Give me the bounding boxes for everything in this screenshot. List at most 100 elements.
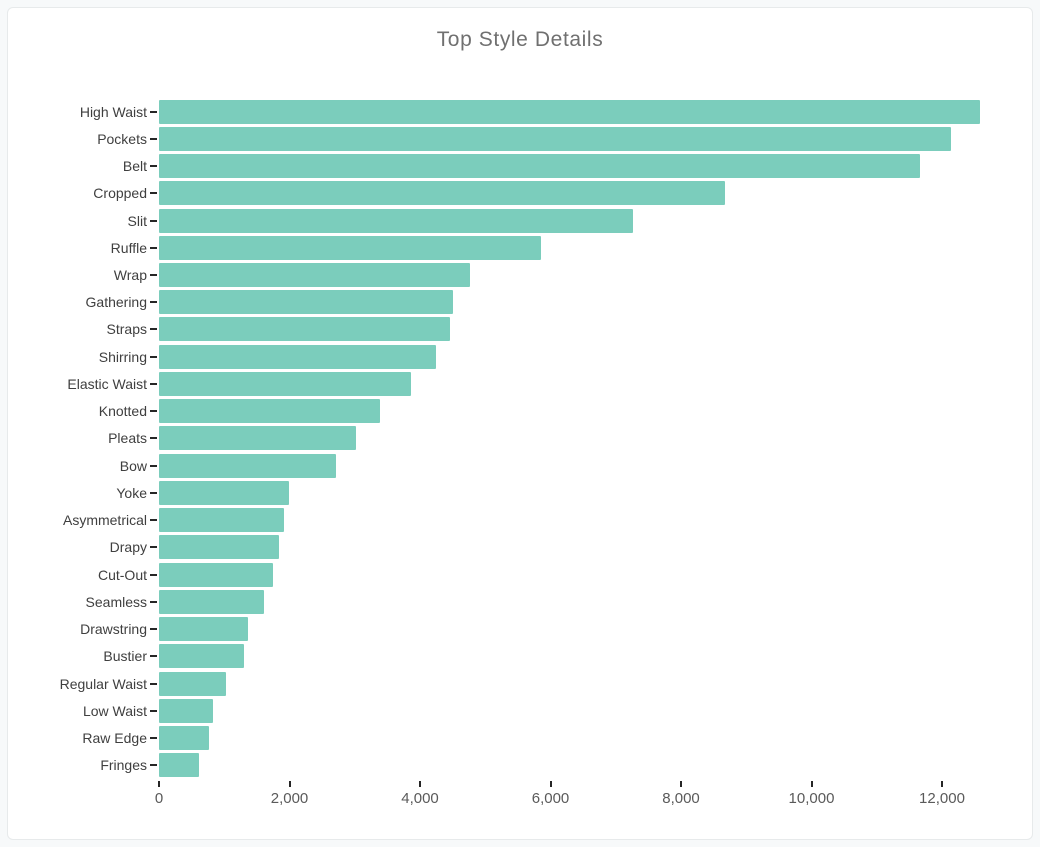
bar-pockets[interactable] — [159, 126, 952, 151]
chart-card: Top Style Details High Waist Pockets Belt C… — [7, 7, 1033, 840]
x-axis-tick-label: 8,000 — [662, 790, 700, 807]
bar-seamless[interactable] — [159, 589, 265, 614]
y-axis-label: Fringes — [100, 757, 147, 774]
y-axis-label: Regular Waist — [59, 675, 147, 692]
bar-row: Belt — [123, 152, 1001, 179]
bar-cropped[interactable] — [159, 181, 725, 206]
bar-ruffle[interactable] — [159, 235, 542, 260]
y-axis-tick — [150, 165, 157, 168]
y-axis-tick — [150, 573, 157, 576]
chart-title: Top Style Details — [436, 28, 604, 51]
bar-row: Seamless — [86, 588, 1001, 615]
bar-cut-out[interactable] — [159, 562, 274, 587]
bar-row: Knotted — [99, 398, 1001, 425]
bar-row: Elastic Waist — [67, 370, 1001, 397]
y-axis-tick — [150, 655, 157, 658]
bar-row: Shirring — [99, 343, 1001, 370]
bar-row: Drawstring — [80, 615, 1001, 642]
bar-row: Asymmetrical — [63, 507, 1001, 534]
y-axis-tick — [150, 301, 157, 304]
x-axis-tick — [158, 781, 160, 787]
y-axis-tick — [150, 600, 157, 603]
bar-gathering[interactable] — [159, 290, 454, 315]
x-axis: 0 2,000 4,000 6,000 8,000 10,000 12,000 — [155, 779, 1001, 819]
y-axis-label: Asymmetrical — [62, 512, 147, 529]
bar-regular-waist[interactable] — [159, 671, 227, 696]
bar-bow[interactable] — [159, 453, 336, 478]
bar-row: Ruffle — [111, 234, 1001, 261]
plot-area: High Waist Pockets Belt Cropped Slit Ruffle Wr… — [60, 98, 1001, 779]
bar-knotted[interactable] — [159, 399, 381, 424]
bar-row: High Waist — [80, 98, 1001, 125]
y-axis-label: Straps — [106, 321, 147, 338]
y-axis-tick — [150, 382, 157, 385]
bar-asymmetrical[interactable] — [159, 508, 285, 533]
x-axis-tick-label: 4,000 — [401, 790, 439, 807]
bar-row: Pockets — [97, 125, 1001, 152]
bar-row: Gathering — [86, 289, 1001, 316]
bar-row: Cropped — [93, 180, 1001, 207]
y-axis-tick — [150, 328, 157, 331]
y-axis-label: Elastic Waist — [67, 375, 147, 392]
x-axis-tick — [680, 781, 682, 787]
x-axis-tick-label: 0 — [154, 790, 164, 807]
y-axis-label: Belt — [122, 158, 147, 175]
y-axis-tick — [150, 464, 157, 467]
bar-row: Wrap — [114, 261, 1001, 288]
bar-pleats[interactable] — [159, 426, 357, 451]
x-axis-tick-label: 12,000 — [919, 790, 965, 807]
y-axis-tick — [150, 192, 157, 195]
x-axis-tick — [288, 781, 291, 787]
bar-bustier[interactable] — [159, 644, 244, 669]
bar-row: Bow — [120, 452, 1001, 479]
bar-shirring[interactable] — [159, 344, 436, 369]
y-axis-label: Knotted — [98, 403, 147, 420]
bar-yoke[interactable] — [159, 480, 289, 505]
y-axis-tick — [150, 491, 157, 494]
y-axis-tick — [150, 546, 157, 549]
y-axis-label: Yoke — [116, 484, 147, 501]
y-axis-label: Bustier — [103, 648, 147, 665]
y-axis-label: Wrap — [113, 267, 147, 284]
y-axis-label: Low Waist — [82, 702, 147, 719]
bar-low-waist[interactable] — [159, 698, 214, 723]
y-axis-label: Ruffle — [110, 239, 147, 256]
y-axis-label: Bow — [119, 457, 147, 474]
y-axis-tick — [150, 410, 157, 413]
y-axis-tick — [150, 737, 157, 739]
bar-row: Yoke — [116, 479, 1001, 506]
y-axis-tick — [150, 682, 157, 685]
bar-high-waist[interactable] — [159, 99, 980, 124]
x-axis-tick-label: 10,000 — [788, 790, 835, 807]
bar-straps[interactable] — [159, 317, 451, 342]
y-axis-label: Gathering — [85, 294, 147, 311]
bar-row: Pleats — [108, 425, 1001, 452]
y-axis-label: Shirring — [98, 348, 147, 365]
y-axis-tick — [150, 628, 157, 631]
y-axis-label: Pleats — [108, 430, 147, 447]
bar-elastic-waist[interactable] — [159, 371, 411, 396]
y-axis-tick — [150, 137, 157, 140]
y-axis-tick — [150, 110, 157, 113]
y-axis-label: Cut-Out — [97, 566, 147, 583]
x-axis-tick — [941, 781, 943, 787]
bar-row: Straps — [107, 316, 1001, 343]
bar-raw-edge[interactable] — [159, 726, 210, 750]
bar-drapy[interactable] — [159, 535, 280, 560]
x-axis-tick — [810, 781, 813, 787]
bar-slit[interactable] — [159, 208, 633, 233]
bar-row: Regular Waist — [60, 670, 1001, 697]
y-axis-tick — [150, 246, 157, 249]
bar-row: Bustier — [103, 643, 1001, 670]
y-axis-label: Raw Edge — [82, 730, 147, 746]
y-axis-label: Drapy — [109, 539, 147, 556]
bar-drawstring[interactable] — [159, 617, 248, 642]
bar-wrap[interactable] — [159, 263, 471, 288]
y-axis-tick — [150, 219, 157, 222]
bar-belt[interactable] — [159, 154, 920, 179]
bar-fringes[interactable] — [159, 753, 199, 778]
bar-row: Low Waist — [83, 697, 1001, 724]
y-axis-tick — [150, 709, 157, 712]
x-axis-tick-label: 2,000 — [270, 790, 309, 807]
